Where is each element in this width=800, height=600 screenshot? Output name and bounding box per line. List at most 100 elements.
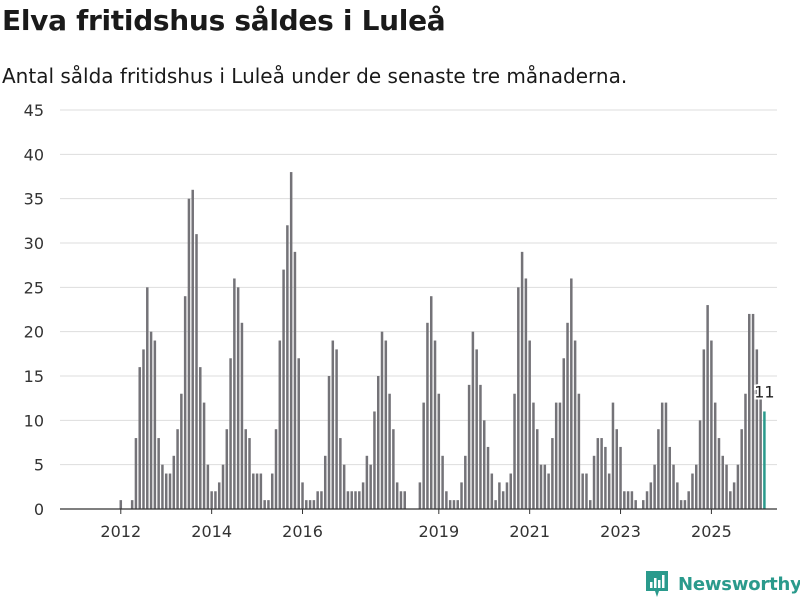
bar [505,482,509,509]
newsworthy-logo-icon [646,571,668,597]
bar [520,251,524,509]
bar [596,438,600,509]
bar [494,500,497,509]
bar [305,500,308,509]
bar [263,500,266,509]
bar [558,402,562,509]
bar [475,349,478,509]
bar [316,491,319,509]
bar [585,473,588,509]
bar [426,322,429,509]
bar [479,384,482,509]
bar [323,455,327,509]
y-tick-label: 45 [24,101,44,120]
bar [380,331,384,509]
bar [710,340,713,509]
bar [320,491,323,509]
bar [543,464,547,509]
bar [433,340,437,509]
x-tick-label: 2025 [691,522,732,541]
bar [225,429,229,509]
bar [607,473,611,509]
bar [547,473,550,509]
bar [164,473,168,509]
bar [217,482,221,509]
bar [744,393,747,509]
bar [668,446,672,509]
bar-latest [763,411,766,509]
bar [221,464,225,509]
bar [301,482,304,509]
bar [570,278,573,509]
bar [392,429,395,509]
newsworthy-brand[interactable]: Newsworthy [644,568,800,600]
bar [464,455,467,509]
bar [335,349,338,509]
y-tick-label: 0 [34,500,44,519]
bar [172,455,176,509]
bar [202,402,206,509]
bar [634,500,637,509]
bar [395,482,399,509]
bar [509,473,512,509]
bar [721,455,725,509]
bar [331,340,335,509]
bar [755,349,759,509]
bar [460,482,463,509]
bar [490,473,494,509]
bar [615,429,618,509]
bar [149,331,153,509]
bar [297,358,300,509]
bar [312,500,316,509]
bar [501,491,505,509]
bar [452,500,456,509]
latest-value-label: 11 [754,382,774,401]
x-axis: 2012 2014 2016 2019 2021 2023 2025 [60,508,777,541]
bar [358,491,361,509]
bar [236,287,240,509]
bar [134,438,138,509]
bar [214,491,217,509]
bar [176,429,179,509]
bar [536,429,539,509]
bar [687,491,690,509]
bar [642,500,645,509]
bar [293,251,297,509]
bar [713,402,717,509]
bar [191,189,194,510]
bar [384,340,388,509]
bar [657,429,660,509]
bar [286,225,289,509]
bar [554,402,558,509]
x-tick-label: 2014 [191,522,232,541]
bar [354,491,357,509]
x-tick-label: 2016 [282,522,323,541]
brand-name: Newsworthy [678,573,800,595]
bar [471,331,475,509]
bar [388,393,391,509]
bar [486,446,490,509]
bar [467,384,471,509]
bar [350,491,353,509]
bar [729,491,732,509]
bar [581,473,584,509]
bar [138,367,141,509]
annotations: 11 [752,380,776,403]
bar-series [119,172,766,510]
bar [195,234,198,509]
bar [623,491,626,509]
bar [482,420,486,509]
bar [551,438,554,509]
bar [562,358,565,509]
bar [346,491,350,509]
bar [630,491,634,509]
bar [327,376,331,509]
bar [539,464,543,509]
bar [403,491,406,509]
bar [373,411,376,509]
bar [600,438,603,509]
bar [589,500,592,509]
bar [513,393,516,509]
bar [498,482,501,509]
